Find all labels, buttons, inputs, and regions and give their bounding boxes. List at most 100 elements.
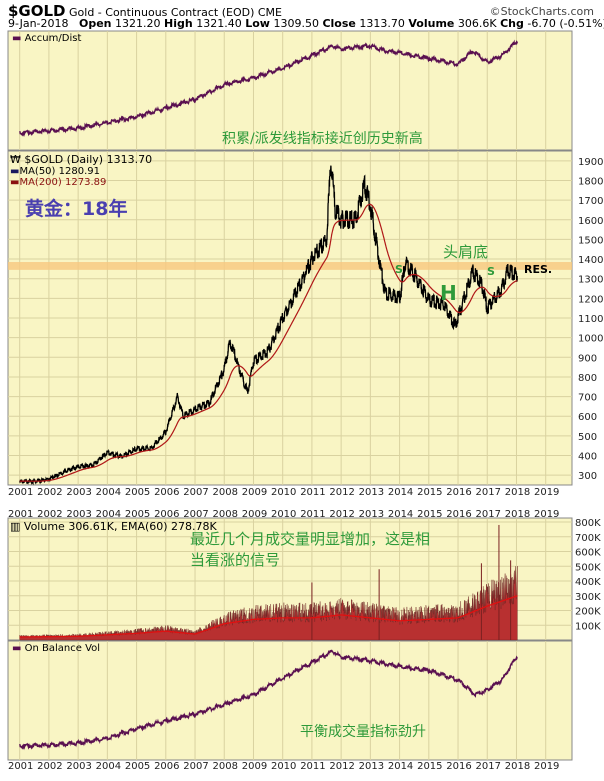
x-tick-label: 2010: [271, 509, 296, 520]
x-tick-label: 2016: [446, 487, 471, 498]
x-tick-label: 2006: [154, 509, 179, 520]
x-tick-label: 2001: [8, 761, 33, 772]
y-tick-label: 900: [578, 353, 597, 364]
x-tick-label: 2011: [300, 761, 325, 772]
x-tick-label: 2004: [96, 509, 121, 520]
volume-label: Volume: [408, 17, 455, 30]
open-value: 1321.20: [115, 17, 161, 30]
close-value: 1313.70: [359, 17, 405, 30]
ma200-legend: ▬MA(200) 1273.89: [10, 177, 107, 188]
right-shoulder-label: S: [487, 265, 495, 278]
x-tick-label: 2016: [446, 761, 471, 772]
x-tick-label: 2005: [125, 761, 150, 772]
x-tick-label: 2005: [125, 487, 150, 498]
instrument-name: Gold - Continuous Contract (EOD): [69, 6, 255, 19]
y-tick-label: 700K: [575, 533, 601, 544]
x-tick-label: 2006: [154, 487, 179, 498]
x-tick-label: 2019: [534, 509, 559, 520]
x-tick-label: 2014: [388, 487, 413, 498]
ma200-line: [19, 203, 518, 482]
price-legend: ₩ $GOLD (Daily) 1313.70: [10, 153, 153, 166]
x-tick-label: 2015: [417, 509, 442, 520]
x-tick-label: 2012: [329, 487, 354, 498]
volume-annotation-1: 最近几个月成交量明显增加，这是相: [190, 530, 431, 548]
x-tick-label: 2009: [242, 509, 267, 520]
accum-annotation: 积累/派发线指标接近创历史新高: [222, 131, 423, 147]
x-tick-label: 2001: [8, 509, 33, 520]
y-tick-label: 600K: [575, 548, 601, 559]
resistance-band: [8, 262, 572, 270]
volume-legend: ▥ Volume 306.61K, EMA(60) 278.78K: [10, 520, 217, 533]
x-tick-label: 2001: [8, 487, 33, 498]
x-tick-label: 2013: [359, 487, 384, 498]
x-tick-label: 2011: [300, 487, 325, 498]
x-tick-label: 2005: [125, 509, 150, 520]
pattern-label: 头肩底: [443, 243, 489, 261]
x-tick-label: 2018: [505, 487, 530, 498]
x-tick-label: 2016: [446, 509, 471, 520]
x-tick-label: 2003: [66, 487, 91, 498]
y-tick-label: 1100: [578, 314, 603, 325]
x-tick-label: 2010: [271, 761, 296, 772]
y-tick-label: 1700: [578, 196, 603, 207]
x-tick-label: 2003: [66, 509, 91, 520]
x-tick-label: 2007: [183, 761, 208, 772]
accum-dist-line: [19, 39, 519, 138]
y-tick-label: 500: [578, 432, 597, 443]
y-tick-label: 800: [578, 373, 597, 384]
volume-annotation-2: 当看涨的信号: [190, 551, 281, 569]
panel-background: [7, 30, 573, 151]
quote-date: 9-Jan-2018: [8, 17, 69, 30]
x-tick-label: 2013: [359, 509, 384, 520]
x-tick-label: 2002: [37, 509, 62, 520]
y-tick-label: 1400: [578, 255, 603, 266]
y-tick-label: 400K: [575, 577, 601, 588]
left-shoulder-label: S: [395, 263, 403, 276]
y-tick-label: 200K: [575, 607, 601, 618]
x-tick-label: 2017: [476, 509, 501, 520]
high-value: 1321.40: [196, 17, 242, 30]
x-tick-label: 2019: [534, 761, 559, 772]
x-tick-label: 2008: [213, 487, 238, 498]
x-tick-label: 2003: [66, 761, 91, 772]
x-tick-label: 2013: [359, 761, 384, 772]
y-tick-label: 700: [578, 393, 597, 404]
x-tick-label: 2004: [96, 761, 121, 772]
x-tick-label: 2008: [213, 509, 238, 520]
chart-title: $GOLD Gold - Continuous Contract (EOD) C…: [8, 2, 282, 20]
price-line: [19, 165, 518, 486]
close-label: Close: [322, 17, 356, 30]
obv-legend: ▬ On Balance Vol: [12, 643, 101, 654]
x-tick-label: 2015: [417, 761, 442, 772]
y-tick-label: 800K: [575, 518, 601, 529]
y-tick-label: 1300: [578, 275, 603, 286]
y-tick-label: 1000: [578, 334, 603, 345]
obv-line: [19, 649, 518, 751]
volume-bars: [19, 566, 518, 641]
y-tick-label: 500K: [575, 562, 601, 573]
high-label: High: [164, 17, 193, 30]
exchange: CME: [257, 6, 282, 19]
y-tick-label: 1900: [578, 157, 603, 168]
head-label: H: [440, 281, 457, 305]
change-label: Chg: [500, 17, 524, 30]
x-tick-label: 2004: [96, 487, 121, 498]
y-tick-label: 600: [578, 412, 597, 423]
y-tick-label: 400: [578, 452, 597, 463]
x-tick-label: 2008: [213, 761, 238, 772]
x-tick-label: 2017: [476, 761, 501, 772]
y-tick-label: 300K: [575, 592, 601, 603]
chart-annotation-title: 黄金：18年: [25, 198, 128, 220]
volume-value: 306.6K: [457, 17, 497, 30]
x-tick-label: 2019: [534, 487, 559, 498]
open-label: Open: [79, 17, 112, 30]
y-tick-label: 1200: [578, 294, 603, 305]
x-tick-label: 2002: [37, 487, 62, 498]
y-tick-label: 100K: [575, 621, 601, 632]
x-tick-label: 2006: [154, 761, 179, 772]
x-tick-label: 2014: [388, 509, 413, 520]
x-tick-label: 2009: [242, 487, 267, 498]
candle-icon: ₩: [10, 153, 21, 166]
